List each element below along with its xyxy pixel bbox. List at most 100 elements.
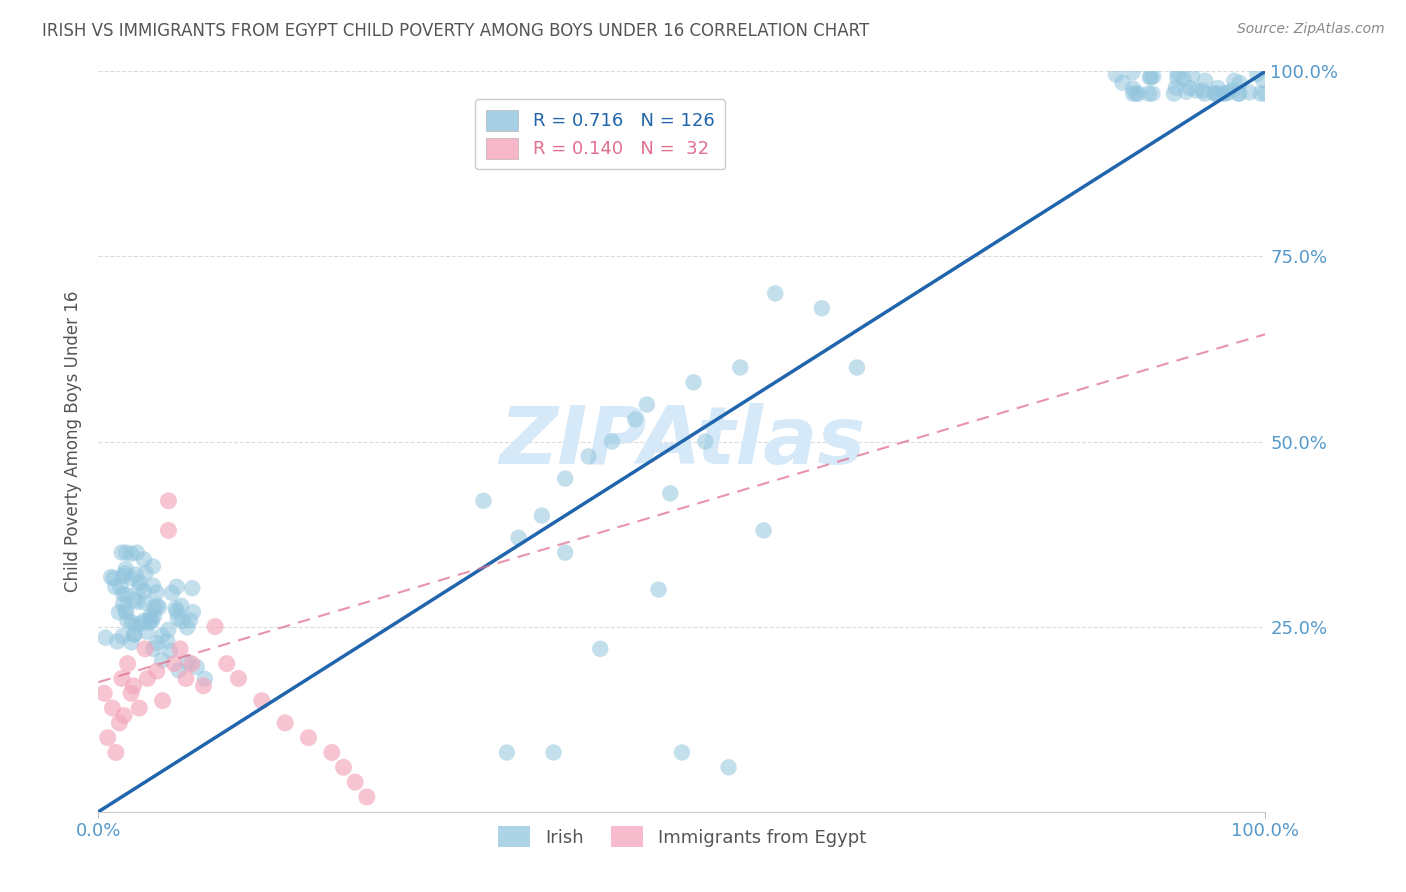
Point xyxy=(1223,73,1246,87)
Point xyxy=(1122,65,1144,79)
Point xyxy=(752,524,775,538)
Point xyxy=(174,672,197,686)
Point xyxy=(717,760,740,774)
Point xyxy=(146,599,169,613)
Point xyxy=(156,634,179,648)
Point xyxy=(811,301,834,316)
Point xyxy=(1194,87,1216,101)
Point xyxy=(1142,87,1164,101)
Point xyxy=(682,376,704,390)
Point xyxy=(115,588,138,602)
Point xyxy=(172,614,194,628)
Point xyxy=(181,605,204,619)
Point xyxy=(1194,74,1216,88)
Point xyxy=(145,636,167,650)
Point xyxy=(120,571,142,585)
Point xyxy=(1137,87,1160,101)
Point xyxy=(176,656,198,670)
Point xyxy=(103,571,125,585)
Point xyxy=(100,570,122,584)
Point xyxy=(139,615,162,630)
Point xyxy=(166,611,188,625)
Point xyxy=(344,775,367,789)
Point xyxy=(157,623,180,637)
Point xyxy=(104,746,127,760)
Point xyxy=(105,634,128,648)
Point xyxy=(114,603,136,617)
Point xyxy=(356,789,378,804)
Text: Source: ZipAtlas.com: Source: ZipAtlas.com xyxy=(1237,22,1385,37)
Point xyxy=(1122,81,1144,95)
Point xyxy=(1163,87,1185,101)
Point xyxy=(1254,87,1277,101)
Point xyxy=(128,581,150,595)
Point xyxy=(554,471,576,485)
Point xyxy=(1166,71,1188,86)
Point xyxy=(647,582,669,597)
Point xyxy=(135,566,157,580)
Point xyxy=(108,580,131,594)
Point xyxy=(297,731,319,745)
Point xyxy=(112,587,135,601)
Point xyxy=(124,627,146,641)
Point xyxy=(120,547,142,561)
Point xyxy=(1227,87,1250,101)
Point xyxy=(659,486,682,500)
Point xyxy=(122,679,145,693)
Point xyxy=(1213,87,1236,101)
Point xyxy=(215,657,238,671)
Point xyxy=(332,760,354,774)
Point xyxy=(1250,87,1272,101)
Point xyxy=(1206,81,1229,95)
Point xyxy=(132,614,155,628)
Point xyxy=(1178,81,1201,95)
Point xyxy=(134,641,156,656)
Point xyxy=(131,616,153,631)
Point xyxy=(112,597,135,611)
Point xyxy=(554,546,576,560)
Point xyxy=(132,583,155,598)
Point xyxy=(1216,86,1239,100)
Point xyxy=(1212,87,1234,101)
Point xyxy=(112,569,135,583)
Text: IRISH VS IMMIGRANTS FROM EGYPT CHILD POVERTY AMONG BOYS UNDER 16 CORRELATION CHA: IRISH VS IMMIGRANTS FROM EGYPT CHILD POV… xyxy=(42,22,869,40)
Point xyxy=(150,629,173,643)
Point xyxy=(1251,73,1274,87)
Point xyxy=(170,599,193,613)
Point xyxy=(101,701,124,715)
Point xyxy=(117,614,139,628)
Point xyxy=(496,746,519,760)
Point xyxy=(145,585,167,599)
Point xyxy=(1185,83,1208,97)
Point xyxy=(1246,67,1268,81)
Point xyxy=(1222,83,1244,97)
Point xyxy=(1229,76,1251,90)
Point xyxy=(142,579,165,593)
Point xyxy=(1173,72,1195,87)
Point xyxy=(176,620,198,634)
Point xyxy=(636,398,658,412)
Point xyxy=(121,615,143,630)
Text: ZIPAtlas: ZIPAtlas xyxy=(499,402,865,481)
Point xyxy=(600,434,623,449)
Point xyxy=(763,286,786,301)
Point xyxy=(94,631,117,645)
Point xyxy=(1122,87,1144,101)
Point xyxy=(321,746,343,760)
Point xyxy=(179,613,201,627)
Point xyxy=(1167,66,1189,80)
Point xyxy=(1142,70,1164,84)
Point xyxy=(578,450,600,464)
Y-axis label: Child Poverty Among Boys Under 16: Child Poverty Among Boys Under 16 xyxy=(65,291,83,592)
Point xyxy=(695,434,717,449)
Point xyxy=(111,546,134,560)
Point xyxy=(508,531,530,545)
Point xyxy=(181,581,204,595)
Point xyxy=(114,566,136,581)
Point xyxy=(204,619,226,633)
Point xyxy=(111,672,134,686)
Point xyxy=(589,641,612,656)
Point xyxy=(1227,87,1250,101)
Point xyxy=(111,629,134,643)
Point xyxy=(122,627,145,641)
